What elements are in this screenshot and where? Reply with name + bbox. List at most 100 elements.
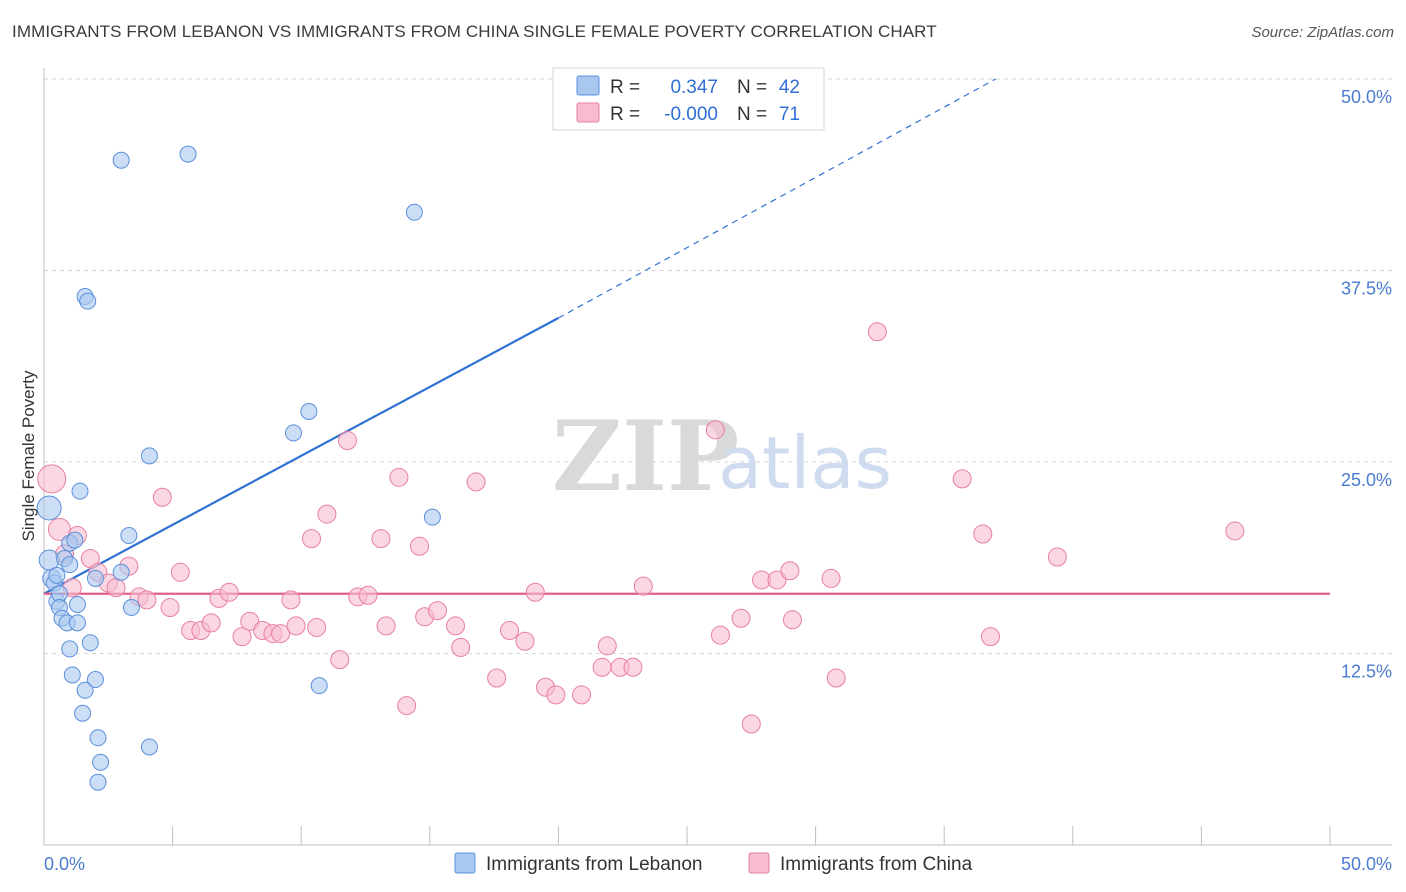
- china-point: [219, 582, 239, 602]
- lebanon-point: [300, 402, 318, 420]
- lebanon-trend-line: [43, 317, 559, 595]
- bottom-legend: Immigrants from Lebanon Immigrants from …: [454, 852, 973, 875]
- legend-china-n-value: 71: [779, 104, 800, 125]
- chart-title: IMMIGRANTS FROM LEBANON VS IMMIGRANTS FR…: [12, 22, 937, 41]
- china-point: [337, 431, 357, 451]
- china-point: [633, 576, 653, 596]
- china-point: [980, 627, 1000, 647]
- y-axis-label: Single Female Poverty: [19, 370, 38, 542]
- x-tick-marks: [43, 826, 1331, 845]
- lebanon-point: [179, 145, 197, 163]
- china-point: [232, 627, 252, 647]
- lebanon-point: [86, 671, 104, 689]
- china-point: [515, 631, 535, 651]
- bottom-legend-china-swatch: [748, 852, 770, 874]
- china-point: [741, 714, 761, 734]
- watermark: ZIP atlas: [552, 400, 892, 513]
- lebanon-point: [284, 424, 302, 442]
- china-point: [271, 624, 291, 644]
- china-point: [867, 322, 887, 342]
- bottom-legend-lebanon-swatch: [454, 852, 476, 874]
- lebanon-point: [74, 704, 92, 722]
- lebanon-point: [71, 482, 89, 500]
- china-point: [37, 464, 67, 494]
- lebanon-point: [61, 556, 79, 574]
- y-tick-labels: 12.5% 25.0% 37.5% 50.0%: [1341, 87, 1392, 682]
- china-point: [767, 570, 787, 590]
- lebanon-point: [79, 292, 97, 310]
- bottom-legend-lebanon-label: Immigrants from Lebanon: [486, 854, 703, 875]
- china-point: [782, 610, 802, 630]
- china-point: [546, 685, 566, 705]
- lebanon-point: [140, 738, 158, 756]
- china-point: [281, 590, 301, 610]
- china-point: [371, 529, 391, 549]
- lebanon-point: [61, 640, 79, 658]
- lebanon-point: [36, 495, 62, 521]
- lebanon-point: [89, 729, 107, 747]
- china-point: [330, 650, 350, 670]
- legend-lebanon-swatch: [576, 75, 600, 96]
- china-point: [952, 469, 972, 489]
- china-point: [821, 568, 841, 588]
- gridlines: [44, 78, 1392, 654]
- lebanon-point: [89, 773, 107, 791]
- china-point: [780, 561, 800, 581]
- lebanon-point: [140, 447, 158, 465]
- china-point: [592, 657, 612, 677]
- lebanon-point: [120, 527, 138, 545]
- bottom-legend-china-label: Immigrants from China: [780, 854, 973, 875]
- watermark-zip: ZIP: [552, 400, 739, 513]
- china-point: [731, 608, 751, 628]
- china-point: [358, 585, 378, 605]
- china-point: [446, 616, 466, 636]
- china-point: [106, 578, 126, 598]
- china-point: [152, 487, 172, 507]
- china-point: [525, 582, 545, 602]
- y-tick-label: 25.0%: [1341, 470, 1392, 490]
- china-point: [597, 636, 617, 656]
- china-point: [137, 590, 157, 610]
- china-point: [301, 529, 321, 549]
- x-tick-label-max: 50.0%: [1341, 854, 1392, 874]
- china-point: [428, 601, 448, 621]
- y-tick-label: 50.0%: [1341, 87, 1392, 107]
- china-point: [500, 621, 520, 641]
- china-point: [973, 524, 993, 544]
- legend: R = 0.347 N = 42 R = -0.000 N = 71: [552, 67, 825, 131]
- legend-china-n-label: N =: [737, 104, 767, 125]
- china-point: [201, 613, 221, 633]
- lebanon-point: [48, 566, 66, 584]
- legend-lebanon-r-value: 0.347: [670, 77, 718, 98]
- axes: [43, 68, 1392, 846]
- china-point: [240, 611, 260, 631]
- lebanon-point: [112, 563, 130, 581]
- y-tick-label: 37.5%: [1341, 279, 1392, 299]
- lebanon-point: [405, 203, 423, 221]
- china-point: [487, 668, 507, 688]
- y-tick-label: 12.5%: [1341, 662, 1392, 682]
- lebanon-point: [122, 599, 140, 617]
- china-point: [1047, 547, 1067, 567]
- lebanon-point: [112, 151, 130, 169]
- legend-lebanon-n-value: 42: [779, 77, 800, 98]
- china-point: [705, 420, 725, 440]
- lebanon-point: [92, 753, 110, 771]
- china-point: [389, 467, 409, 487]
- china-point: [826, 668, 846, 688]
- china-point: [466, 472, 486, 492]
- lebanon-point: [68, 614, 86, 632]
- watermark-atlas: atlas: [718, 421, 892, 505]
- lebanon-points: [36, 145, 441, 791]
- china-point: [572, 685, 592, 705]
- china-point: [170, 562, 190, 582]
- lebanon-point: [63, 666, 81, 684]
- china-point: [307, 617, 327, 637]
- china-point: [160, 598, 180, 618]
- china-points: [37, 322, 1245, 734]
- lebanon-point: [81, 634, 99, 652]
- china-point: [397, 696, 417, 716]
- legend-china-swatch: [576, 102, 600, 123]
- lebanon-point: [68, 595, 86, 613]
- legend-lebanon-n-label: N =: [737, 77, 767, 98]
